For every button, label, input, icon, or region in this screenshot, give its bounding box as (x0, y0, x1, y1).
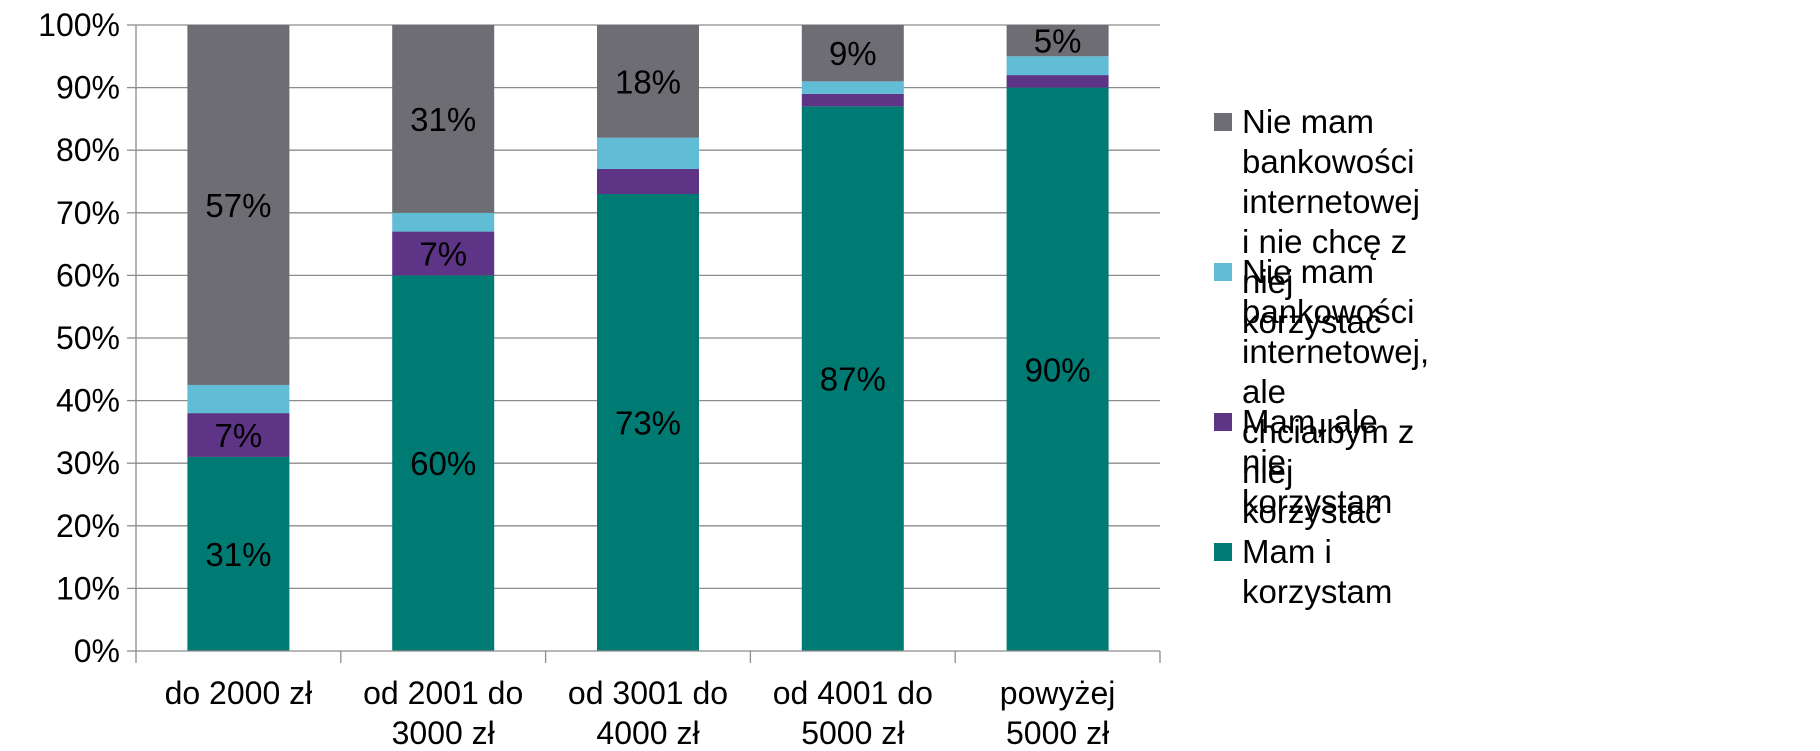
bar-segment (1006, 56, 1109, 76)
bar-segment (392, 231, 495, 276)
y-tick-label: 90% (56, 70, 120, 106)
x-tick-label: 5000 zł (1006, 715, 1109, 751)
bar-segment (801, 93, 904, 107)
legend-swatch (1214, 413, 1232, 431)
x-tick-label: 5000 zł (801, 715, 904, 751)
bars (187, 25, 1109, 652)
x-tick-label: od 2001 do (363, 675, 523, 711)
y-tick-label: 80% (56, 132, 120, 168)
x-tick-label: od 4001 do (773, 675, 933, 711)
bar-segment (392, 275, 495, 651)
legend-swatch (1214, 263, 1232, 281)
y-tick-label: 50% (56, 320, 120, 356)
y-tick-label: 10% (56, 570, 120, 606)
legend-label: Nie mam bankowości internetowej, ale chc… (1242, 253, 1430, 530)
x-tick-label: od 3001 do (568, 675, 728, 711)
data-label: 60% (410, 445, 476, 482)
data-label: 90% (1025, 351, 1091, 388)
x-tick-label: 3000 zł (392, 715, 495, 751)
axes (127, 24, 1161, 663)
x-tick-label: do 2000 zł (165, 675, 313, 711)
bar-segment (1006, 75, 1109, 88)
bar-segment (392, 212, 495, 232)
data-label: 57% (205, 187, 271, 224)
bar-segment (597, 25, 699, 138)
legend-label: Nie mam bankowości internetowej i nie ch… (1242, 103, 1420, 340)
legend-swatch (1214, 113, 1232, 131)
data-label: 31% (410, 101, 476, 138)
stacked-bar-chart: 31% 7% 57% 60% 7% 31% 73% 18% 87% 9% 90% 5% 0% 10% 20… (38, 7, 1161, 751)
data-label: 7% (215, 417, 263, 454)
bar-segment (187, 413, 290, 457)
y-tick-label: 40% (56, 383, 120, 419)
legend-label: Mam i korzystam (1242, 533, 1393, 610)
y-tick-label: 60% (56, 257, 120, 293)
bar-segment (801, 25, 904, 82)
x-tick-labels: do 2000 zł od 2001 do 3000 zł od 3001 do 400… (165, 675, 1116, 751)
y-tick-label: 0% (74, 633, 120, 669)
data-label: 5% (1034, 23, 1082, 60)
y-tick-label: 100% (38, 7, 120, 43)
bar-segment (187, 456, 290, 651)
x-tick-label: 4000 zł (596, 715, 699, 751)
bar-segment (1006, 87, 1109, 652)
x-tick-label: powyżej (1000, 675, 1116, 711)
data-labels: 31% 7% 57% 60% 7% 31% 73% 18% 87% 9% 90% 5% (205, 23, 1090, 573)
bar-segment (1006, 25, 1109, 57)
data-label: 31% (205, 536, 271, 573)
legend-swatch (1214, 543, 1232, 561)
y-tick-label: 30% (56, 445, 120, 481)
bar-segment (597, 168, 699, 195)
legend-label: Mam, ale nie korzystam (1242, 403, 1393, 520)
bar-segment (597, 194, 699, 651)
data-label: 87% (820, 361, 886, 398)
bar-segment (801, 106, 904, 651)
data-label: 73% (615, 405, 681, 442)
bar-segment (187, 25, 290, 385)
y-tick-labels: 0% 10% 20% 30% 40% 50% 60% 70% 80% 90% 100% (38, 7, 120, 669)
bar-segment (597, 137, 699, 169)
bar-segment (187, 384, 290, 414)
y-tick-label: 70% (56, 195, 120, 231)
bar-segment (392, 25, 495, 213)
bar-segment (801, 81, 904, 94)
data-label: 9% (829, 35, 877, 72)
y-tick-label: 20% (56, 508, 120, 544)
data-label: 7% (419, 235, 467, 272)
data-label: 18% (615, 63, 681, 100)
